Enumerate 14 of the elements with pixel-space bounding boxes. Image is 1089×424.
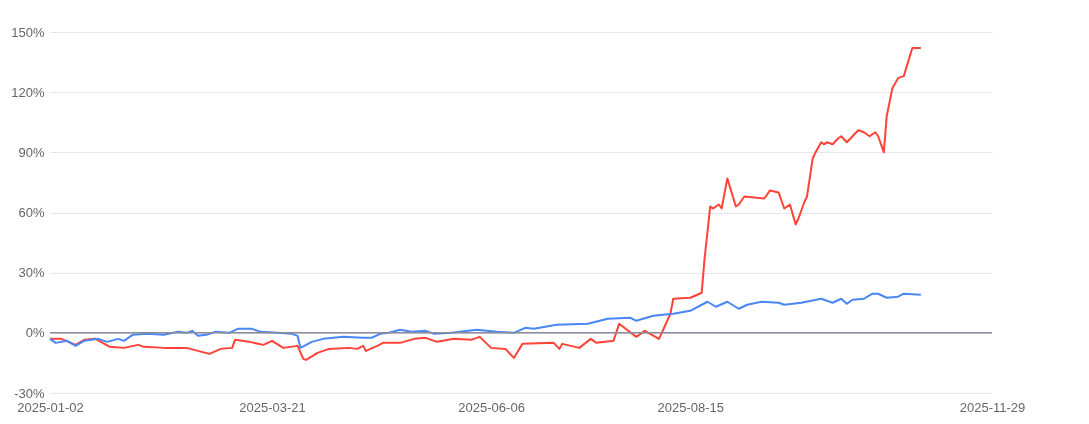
x-tick-label: 2025-08-15	[657, 399, 725, 415]
y-tick-label: 90%	[18, 144, 45, 160]
y-tick-label: 30%	[18, 265, 45, 281]
x-tick-label: 2025-06-06	[458, 399, 525, 415]
line-series	[49, 47, 922, 361]
x-tick-label: 2025-03-21	[239, 399, 306, 415]
line-series	[49, 292, 922, 349]
y-tick-label: 120%	[11, 84, 45, 100]
y-tick-label: -30%	[14, 385, 45, 401]
y-tick-label: 60%	[18, 205, 45, 220]
x-tick-label: 2025-11-29	[959, 399, 1026, 415]
y-tick-label: 0%	[25, 325, 45, 341]
y-tick-label: 150%	[11, 24, 45, 40]
x-tick-label: 2025-01-02	[17, 399, 84, 415]
